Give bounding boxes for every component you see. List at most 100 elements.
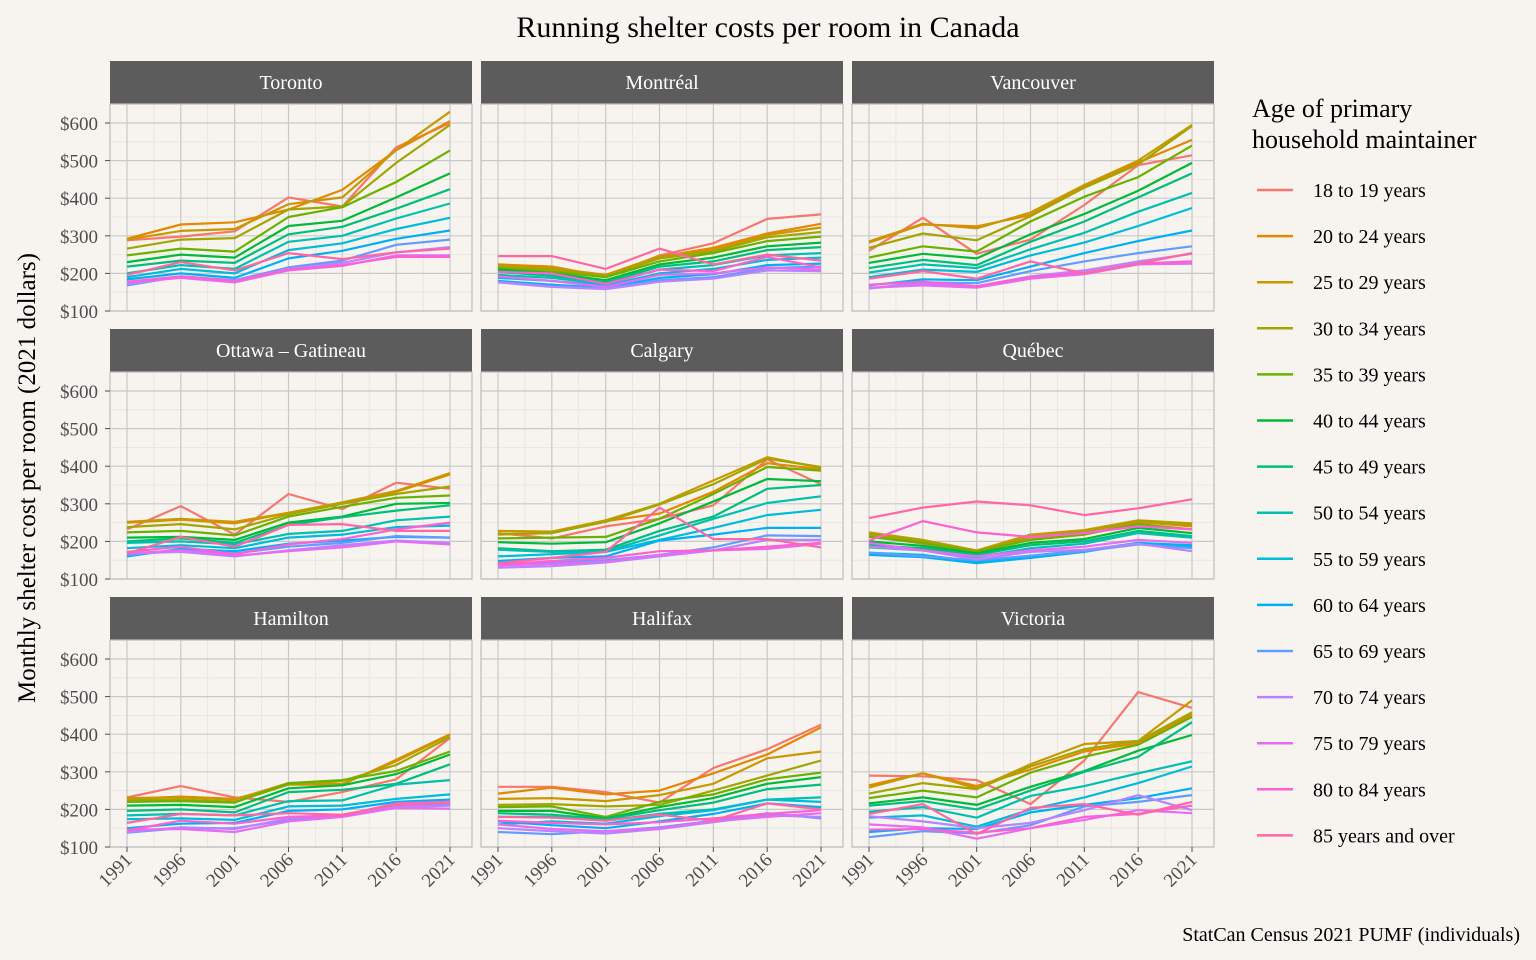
facet-strip	[852, 597, 1214, 640]
series-line-60-to-64-years	[126, 798, 451, 830]
legend-item-70-to-74-years: 70 to 74 years	[1257, 687, 1426, 709]
series-line-70-to-74-years	[868, 794, 1193, 830]
facet-strip-label: Toronto	[259, 72, 322, 94]
legend-item-45-to-49-years: 45 to 49 years	[1257, 457, 1426, 479]
gridlines	[852, 371, 1214, 580]
legend-item-35-to-39-years: 35 to 39 years	[1257, 364, 1426, 386]
legend-item-75-to-79-years: 75 to 79 years	[1257, 733, 1426, 755]
series-line-80-to-84-years	[126, 255, 450, 283]
legend-label: 40 to 44 years	[1313, 411, 1426, 433]
series-line-75-to-79-years	[497, 266, 822, 288]
series-line-80-to-84-years	[126, 800, 451, 832]
series-line-85-years-and-over	[868, 498, 1193, 520]
y-tick-label: $300	[60, 495, 98, 516]
y-tick-label: $200	[60, 532, 98, 553]
series-line-85-years-and-over	[868, 800, 1193, 836]
series-line-60-to-64-years	[868, 229, 1193, 287]
legend-item-30-to-34-years: 30 to 34 years	[1257, 318, 1426, 340]
series-lines	[126, 733, 451, 834]
facet-strip-label: Victoria	[1001, 608, 1065, 630]
series-line-55-to-59-years	[126, 793, 451, 821]
series-lines	[126, 471, 451, 558]
legend-label: 70 to 74 years	[1313, 687, 1426, 709]
series-lines	[497, 723, 822, 836]
series-lines	[126, 110, 451, 287]
series-line-55-to-59-years	[126, 524, 451, 550]
legend-label: 50 to 54 years	[1313, 503, 1426, 525]
legend-item-65-to-69-years: 65 to 69 years	[1257, 641, 1426, 663]
legend-label: 55 to 59 years	[1313, 549, 1426, 571]
facet-panel-toronto: Toronto $100 $200 $300 $400 $500 $600	[60, 61, 473, 323]
series-line-25-to-29-years	[126, 110, 451, 241]
series-line-85-years-and-over	[868, 252, 1193, 280]
y-tick-label: $600	[60, 650, 98, 671]
panel-border	[480, 103, 844, 312]
y-tick-label: $100	[60, 838, 98, 859]
legend-item-18-to-19-years: 18 to 19 years	[1257, 180, 1426, 202]
series-lines	[868, 123, 1193, 290]
series-line-75-to-79-years	[868, 538, 1193, 558]
series-line-25-to-29-years	[126, 471, 451, 523]
series-line-50-to-54-years	[868, 760, 1193, 819]
series-line-18-to-19-years	[126, 481, 451, 536]
y-tick-label: $200	[60, 264, 98, 285]
panel-border	[851, 103, 1215, 312]
panel-border	[109, 371, 473, 580]
series-line-25-to-29-years	[497, 226, 822, 276]
series-line-85-years-and-over	[497, 802, 822, 822]
series-line-35-to-39-years	[868, 715, 1193, 800]
panel-border	[109, 639, 473, 848]
series-line-40-to-44-years	[868, 526, 1193, 555]
series-line-25-to-29-years	[497, 750, 822, 803]
series-line-35-to-39-years	[868, 144, 1193, 259]
legend-item-20-to-24-years: 20 to 24 years	[1257, 226, 1426, 248]
series-line-45-to-49-years	[126, 188, 451, 268]
y-tick-label: $300	[60, 763, 98, 784]
series-line-60-to-64-years	[126, 229, 451, 281]
series-line-35-to-39-years	[497, 235, 822, 279]
series-line-85-years-and-over	[498, 247, 822, 270]
series-line-30-to-34-years	[126, 485, 451, 531]
series-line-35-to-39-years	[126, 149, 451, 257]
legend-item-40-to-44-years: 40 to 44 years	[1257, 411, 1426, 433]
legend-label: 75 to 79 years	[1313, 733, 1426, 755]
series-line-30-to-34-years	[497, 457, 822, 535]
facet-strip-label: Vancouver	[990, 72, 1076, 94]
y-tick-label: $100	[60, 570, 98, 591]
panel-border	[480, 639, 844, 848]
series-line-45-to-49-years	[497, 246, 822, 284]
chart-title: Running shelter costs per room in Canada	[516, 11, 1019, 44]
facet-strip-label: Calgary	[630, 340, 693, 362]
series-lines	[497, 213, 822, 291]
facet-strip	[110, 329, 472, 372]
series-line-80-to-84-years	[868, 520, 1193, 542]
legend-title-line-2: household maintainer	[1252, 125, 1477, 154]
series-line-50-to-54-years	[126, 202, 451, 275]
caption: StatCan Census 2021 PUMF (individuals)	[1182, 924, 1520, 946]
facet-strip	[852, 61, 1214, 104]
series-line-18-to-19-years	[126, 121, 451, 242]
series-line-30-to-34-years	[868, 125, 1193, 249]
series-line-85-years-and-over	[126, 801, 451, 824]
legend-item-25-to-29-years: 25 to 29 years	[1257, 272, 1426, 294]
series-line-30-to-34-years	[868, 711, 1193, 795]
series-line-55-to-59-years	[497, 798, 822, 826]
panel-border	[109, 103, 473, 312]
legend-item-80-to-84-years: 80 to 84 years	[1257, 779, 1426, 801]
y-tick-label: $600	[60, 382, 98, 403]
y-tick-label: $600	[60, 114, 98, 135]
y-tick-label: $200	[60, 800, 98, 821]
facet-panel-montreal: Montréal	[480, 61, 844, 312]
facet-strip-label: Hamilton	[253, 608, 329, 630]
facet-strip	[481, 597, 843, 640]
facet-strip	[481, 61, 843, 104]
series-line-75-to-79-years	[497, 812, 822, 833]
facet-strip	[110, 597, 472, 640]
legend-label: 20 to 24 years	[1313, 226, 1426, 248]
series-line-45-to-49-years	[868, 172, 1193, 270]
series-line-50-to-54-years	[868, 191, 1193, 274]
legend-label: 45 to 49 years	[1313, 457, 1426, 479]
gridlines	[852, 103, 1214, 312]
series-line-18-to-19-years	[868, 691, 1193, 806]
